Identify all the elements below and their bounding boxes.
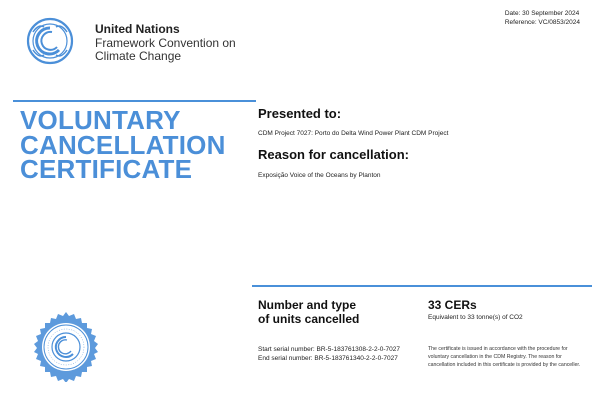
issuance-notice: The certificate is issued in accordance … [428, 346, 581, 368]
cers-equivalent: Equivalent to 33 tonne(s) of CO2 [428, 314, 523, 321]
title-line1: VOLUNTARY [20, 105, 181, 135]
cdm-registry-seal-icon [30, 310, 102, 383]
certificate-reference: Reference: VC/0853/2024 [504, 18, 580, 26]
cers-count: 33 CERs [428, 298, 477, 312]
certificate-date: Date: 30 September 2024 [504, 10, 580, 17]
title-line3: CERTIFICATE [20, 154, 193, 184]
title-line2: CANCELLATION [20, 129, 226, 160]
presented-to-label: Presented to: [258, 106, 342, 121]
certificate-title: VOLUNTARY CANCELLATION CERTIFICATE [20, 105, 250, 184]
org-name: United Nations [95, 22, 180, 36]
units-label: Number and type of units cancelled [258, 298, 408, 326]
org-name-line1: Framework Convention on [95, 36, 236, 50]
reason-value: Exposição Voice of the Oceans by Planton [258, 172, 381, 179]
unfccc-logo-icon [25, 16, 75, 66]
units-label-line2: of units cancelled [258, 312, 360, 326]
end-serial-number: End serial number: BR-5-183761340-2-2-0-… [258, 355, 398, 362]
units-divider [252, 285, 592, 287]
start-serial-number: Start serial number: BR-5-183761308-2-2-… [258, 346, 400, 353]
title-divider [13, 100, 256, 102]
presented-to-value: CDM Project 7027: Porto do Delta Wind Po… [258, 130, 449, 137]
units-label-line1: Number and type [258, 298, 357, 312]
org-name-line2: Climate Change [95, 49, 182, 63]
certificate-meta: Date: 30 September 2024 Reference: VC/08… [505, 10, 580, 27]
reason-label: Reason for cancellation: [258, 147, 409, 162]
